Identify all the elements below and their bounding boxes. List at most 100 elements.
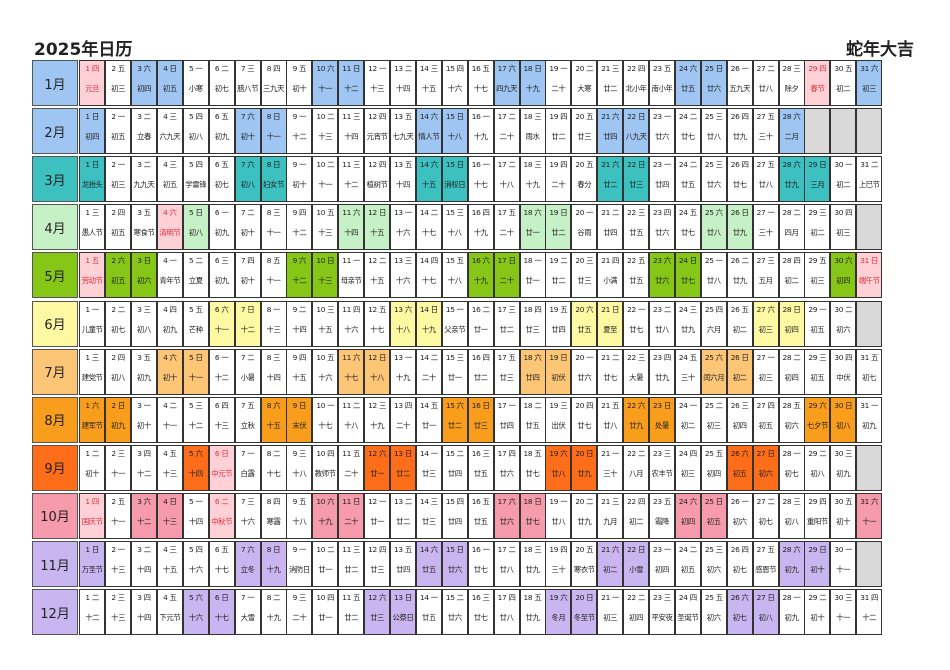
day-cell[interactable]: 23 四廿九: [649, 348, 675, 395]
day-cell[interactable]: 2 二初七: [105, 300, 132, 347]
day-cell[interactable]: 25 日廿六: [700, 60, 727, 106]
day-cell[interactable]: 11 六十四: [338, 204, 365, 251]
day-cell[interactable]: 14 五廿一: [415, 396, 442, 443]
day-cell[interactable]: 18 六廿四: [519, 348, 546, 395]
day-cell[interactable]: 13 五廿四: [390, 541, 416, 587]
day-cell[interactable]: 15 日消权日: [441, 156, 468, 203]
day-cell[interactable]: 3 四十二: [131, 444, 157, 491]
day-cell[interactable]: 18 三廿九: [519, 541, 546, 587]
day-cell[interactable]: 24 一初二: [674, 396, 701, 443]
day-cell[interactable]: 24 二初五: [674, 541, 701, 587]
day-cell[interactable]: 17 二十八: [493, 156, 520, 203]
day-cell[interactable]: 25 四六月: [700, 300, 727, 347]
day-cell[interactable]: 19 日廿二: [545, 204, 572, 251]
day-cell[interactable]: 3 二十四: [131, 541, 157, 587]
day-cell[interactable]: 8 二十七: [260, 444, 287, 491]
day-cell[interactable]: 17 六廿六: [493, 492, 520, 539]
day-cell[interactable]: 26 六初五: [726, 444, 753, 491]
day-cell[interactable]: 2 一十三: [105, 541, 132, 587]
day-cell[interactable]: 14 二十七: [415, 204, 442, 251]
day-cell[interactable]: 11 一母亲节: [338, 252, 365, 299]
day-cell[interactable]: 21 六廿二: [597, 156, 624, 203]
day-cell[interactable]: 2 六初五: [105, 252, 132, 299]
day-cell[interactable]: 21 一三十: [597, 444, 624, 491]
day-cell[interactable]: 19 六冬月: [545, 589, 572, 636]
day-cell[interactable]: 12 一十三: [364, 60, 391, 106]
day-cell[interactable]: 3 三初八: [131, 300, 157, 347]
day-cell[interactable]: 28 四初二: [778, 252, 805, 299]
day-cell[interactable]: 24 二廿七: [674, 108, 701, 155]
day-cell[interactable]: 11 三十二: [338, 156, 365, 203]
day-cell[interactable]: 30 一十一: [830, 541, 857, 587]
day-cell[interactable]: 5 四十六: [182, 541, 209, 587]
day-cell[interactable]: 9 五初十: [286, 60, 313, 106]
day-cell[interactable]: 21 二廿七: [597, 348, 624, 395]
day-cell[interactable]: 25 六廿八: [700, 204, 727, 251]
day-cell[interactable]: 27 一初三: [752, 348, 779, 395]
day-cell[interactable]: 12 四元宵节: [364, 108, 391, 155]
day-cell[interactable]: 1 日初四: [79, 108, 106, 155]
day-cell[interactable]: 5 二立夏: [182, 252, 209, 299]
day-cell[interactable]: 12 日十五: [364, 204, 391, 251]
day-cell[interactable]: 12 一廿一: [364, 492, 391, 539]
day-cell[interactable]: 3 六初四: [131, 60, 157, 106]
day-cell[interactable]: 28 三除夕: [778, 60, 805, 106]
day-cell[interactable]: 10 二十一: [312, 156, 339, 203]
day-cell[interactable]: 3 一初十: [131, 396, 157, 443]
day-cell[interactable]: 7 四初十: [234, 252, 261, 299]
day-cell[interactable]: 18 四廿三: [519, 300, 546, 347]
day-cell[interactable]: 28 六二月: [778, 108, 805, 155]
day-cell[interactable]: 17 五二十: [493, 204, 520, 251]
day-cell[interactable]: 9 三十八: [286, 444, 313, 491]
day-cell[interactable]: 30 五初十: [830, 492, 857, 539]
day-cell[interactable]: 2 一初三: [105, 156, 132, 203]
day-cell[interactable]: 16 五十七: [467, 60, 494, 106]
day-cell[interactable]: 22 二初四: [623, 589, 650, 636]
day-cell[interactable]: 10 日十三: [312, 252, 339, 299]
day-cell[interactable]: 18 三十九: [519, 156, 546, 203]
day-cell[interactable]: 30 日初八: [830, 396, 857, 443]
day-cell[interactable]: 23 五南小年: [649, 60, 675, 106]
day-cell[interactable]: 6 五十七: [208, 541, 235, 587]
day-cell[interactable]: 24 六初四: [674, 492, 701, 539]
day-cell[interactable]: 13 一十九: [390, 348, 416, 395]
day-cell[interactable]: 24 六廿五: [674, 60, 701, 106]
day-cell[interactable]: 15 日廿六: [441, 541, 468, 587]
day-cell[interactable]: 4 五十三: [156, 444, 183, 491]
day-cell[interactable]: 22 三廿五: [623, 204, 650, 251]
day-cell[interactable]: 14 六情人节: [415, 108, 442, 155]
day-cell[interactable]: 2 三十一: [105, 444, 132, 491]
day-cell[interactable]: 27 二初七: [752, 492, 779, 539]
day-cell[interactable]: 31 日端午节: [856, 252, 883, 299]
day-cell[interactable]: 17 二廿八: [493, 541, 520, 587]
day-cell[interactable]: 4 二十一: [156, 396, 183, 443]
day-cell[interactable]: 15 六廿二: [441, 396, 468, 443]
day-cell[interactable]: 20 日廿九: [571, 444, 598, 491]
day-cell[interactable]: 9 一十二: [286, 108, 313, 155]
day-cell[interactable]: 19 六廿八: [545, 444, 572, 491]
day-cell[interactable]: 14 一廿三: [415, 444, 442, 491]
day-cell[interactable]: 23 三农丰节: [649, 444, 675, 491]
day-cell[interactable]: 4 三十五: [156, 541, 183, 587]
day-cell[interactable]: 9 四十二: [286, 204, 313, 251]
day-cell[interactable]: 11 五二十: [338, 444, 365, 491]
day-cell[interactable]: 13 日廿二: [390, 444, 416, 491]
day-cell[interactable]: 31 六十一: [856, 492, 883, 539]
day-cell[interactable]: 31 二上巳节: [856, 156, 883, 203]
day-cell[interactable]: 24 五三十: [674, 348, 701, 395]
day-cell[interactable]: 16 三廿五: [467, 444, 494, 491]
day-cell[interactable]: 5 五芒种: [182, 300, 209, 347]
day-cell[interactable]: 21 六廿四: [597, 108, 624, 155]
day-cell[interactable]: 16 六十九: [467, 252, 494, 299]
day-cell[interactable]: 25 三廿八: [700, 108, 727, 155]
day-cell[interactable]: 18 日廿七: [519, 492, 546, 539]
day-cell[interactable]: 1 三愚人节: [79, 204, 106, 251]
day-cell[interactable]: 8 三十四: [260, 348, 287, 395]
day-cell[interactable]: 25 三初六: [700, 541, 727, 587]
day-cell[interactable]: 10 四廿一: [312, 589, 339, 636]
day-cell[interactable]: 3 五寒食节: [131, 204, 157, 251]
day-cell[interactable]: 20 五寒衣节: [571, 541, 598, 587]
day-cell[interactable]: 27 日初八: [752, 589, 779, 636]
day-cell[interactable]: 1 二十二: [79, 589, 106, 636]
day-cell[interactable]: 2 四初八: [105, 348, 132, 395]
